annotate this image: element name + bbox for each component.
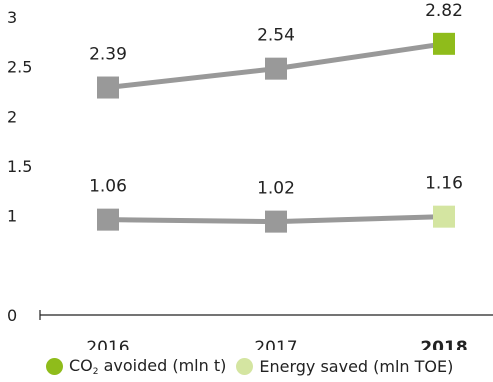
x-tick-label: 2017 <box>254 338 297 350</box>
data-point <box>265 57 287 80</box>
data-label: 2.82 <box>425 1 463 21</box>
x-tick-label: 2018 <box>420 338 467 350</box>
data-label: 2.54 <box>257 26 295 46</box>
data-label: 1.16 <box>425 174 463 194</box>
y-tick-label: 1.5 <box>7 157 32 176</box>
legend-swatch-energy <box>236 358 254 375</box>
line-chart: 0 1 1.5 2 2.5 3 2016 2017 2018 2.39 2.54 2.82 1.06 1.… <box>7 1 493 350</box>
y-tick-label: 3 <box>7 8 17 27</box>
data-point <box>97 208 119 231</box>
data-label: 1.02 <box>257 179 295 199</box>
legend: CO2 avoided (mln t) Energy saved (mln TO… <box>46 356 453 377</box>
data-point <box>97 76 119 99</box>
legend-item-energy: Energy saved (mln TOE) <box>236 357 453 376</box>
y-tick-label: 1 <box>7 207 17 226</box>
legend-item-co2: CO2 avoided (mln t) <box>46 356 226 377</box>
legend-swatch-co2 <box>46 358 63 375</box>
data-point <box>433 205 455 228</box>
x-tick-label: 2016 <box>86 338 129 350</box>
data-point <box>265 210 287 233</box>
y-tick-label: 2.5 <box>7 58 32 77</box>
legend-label-energy: Energy saved (mln TOE) <box>259 357 454 376</box>
data-label: 1.06 <box>89 177 127 197</box>
y-tick-label: 2 <box>7 107 17 126</box>
data-point <box>433 32 455 55</box>
data-label: 2.39 <box>89 45 127 65</box>
legend-label-co2: CO2 avoided (mln t) <box>69 356 227 377</box>
y-tick-label: 0 <box>7 306 17 325</box>
